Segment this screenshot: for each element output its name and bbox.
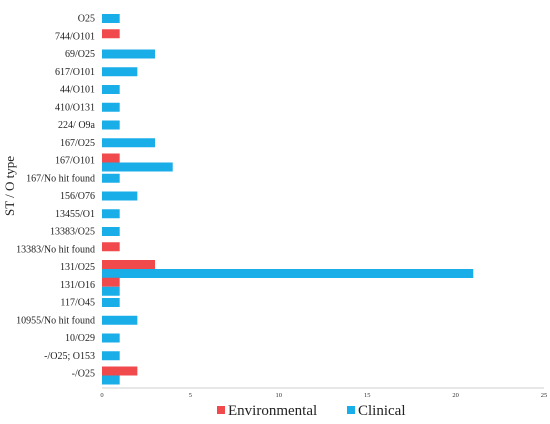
legend-label-environmental: Environmental	[228, 403, 317, 419]
legend-swatch-clinical	[347, 406, 355, 414]
bar-environmental	[102, 242, 120, 252]
bar-clinical	[102, 351, 120, 361]
bar-clinical	[102, 120, 120, 130]
category-label: 10/O29	[65, 333, 95, 344]
bar-clinical	[102, 67, 138, 77]
bar-clinical	[102, 298, 120, 307]
x-tick-label: 15	[364, 392, 371, 399]
bar-clinical	[102, 138, 156, 148]
category-label: -/O25	[72, 369, 95, 380]
x-tick-label: 20	[452, 392, 459, 399]
bar-environmental	[102, 366, 138, 376]
category-label: 410/O131	[55, 102, 95, 113]
bar-clinical	[102, 14, 120, 23]
bar-clinical	[102, 269, 474, 278]
x-tick-labels: 0 5 10 15 20 25	[100, 392, 547, 399]
category-label: 167/No hit found	[26, 173, 95, 184]
bar-clinical	[102, 85, 120, 94]
category-label: 117/O45	[60, 298, 95, 309]
category-label: 44/O101	[60, 85, 95, 96]
bar-clinical	[102, 49, 156, 59]
bar-clinical	[102, 102, 120, 112]
bar-clinical	[102, 375, 120, 385]
category-label: 744/O101	[55, 31, 95, 42]
category-labels: O25 744/O101 69/O25 617/O101 44/O101 410/O131…	[16, 14, 95, 380]
bars	[102, 14, 474, 385]
legend: Environmental Clinical	[217, 403, 406, 419]
bar-clinical	[102, 209, 120, 219]
category-label: 13383/O25	[50, 227, 95, 238]
category-label: 13383/No hit found	[16, 244, 95, 255]
bar-environmental	[102, 260, 156, 269]
category-label: 167/O25	[60, 138, 95, 149]
category-label: -/O25; O153	[44, 351, 95, 362]
bar-environmental	[102, 153, 120, 163]
legend-label-clinical: Clinical	[358, 403, 406, 419]
category-label: 131/O25	[60, 262, 95, 273]
x-tick-label: 10	[276, 392, 283, 399]
x-tick-label: 25	[541, 392, 548, 399]
category-label: 13455/O1	[55, 209, 95, 220]
bar-environmental	[102, 277, 120, 287]
bar-clinical	[102, 191, 138, 201]
category-label: 69/O25	[65, 49, 95, 60]
bar-environmental	[102, 29, 120, 39]
category-label: 224/ O9a	[58, 120, 96, 131]
bar-clinical	[102, 227, 120, 236]
bar-clinical	[102, 333, 120, 343]
legend-swatch-environmental	[217, 406, 225, 414]
category-label: 156/O76	[60, 191, 95, 202]
x-tick-label: 0	[100, 392, 103, 399]
bar-clinical	[102, 173, 120, 183]
bar-clinical	[102, 315, 138, 325]
y-axis-label: ST / O type	[2, 156, 17, 216]
bar-clinical	[102, 286, 120, 296]
category-label: 10955/No hit found	[16, 315, 95, 326]
category-label: 617/O101	[55, 67, 95, 78]
category-label: 167/O101	[55, 156, 95, 167]
x-tick-label: 5	[189, 392, 192, 399]
category-label: O25	[78, 14, 95, 25]
bar-clinical	[102, 162, 173, 172]
category-label: 131/O16	[60, 280, 95, 291]
